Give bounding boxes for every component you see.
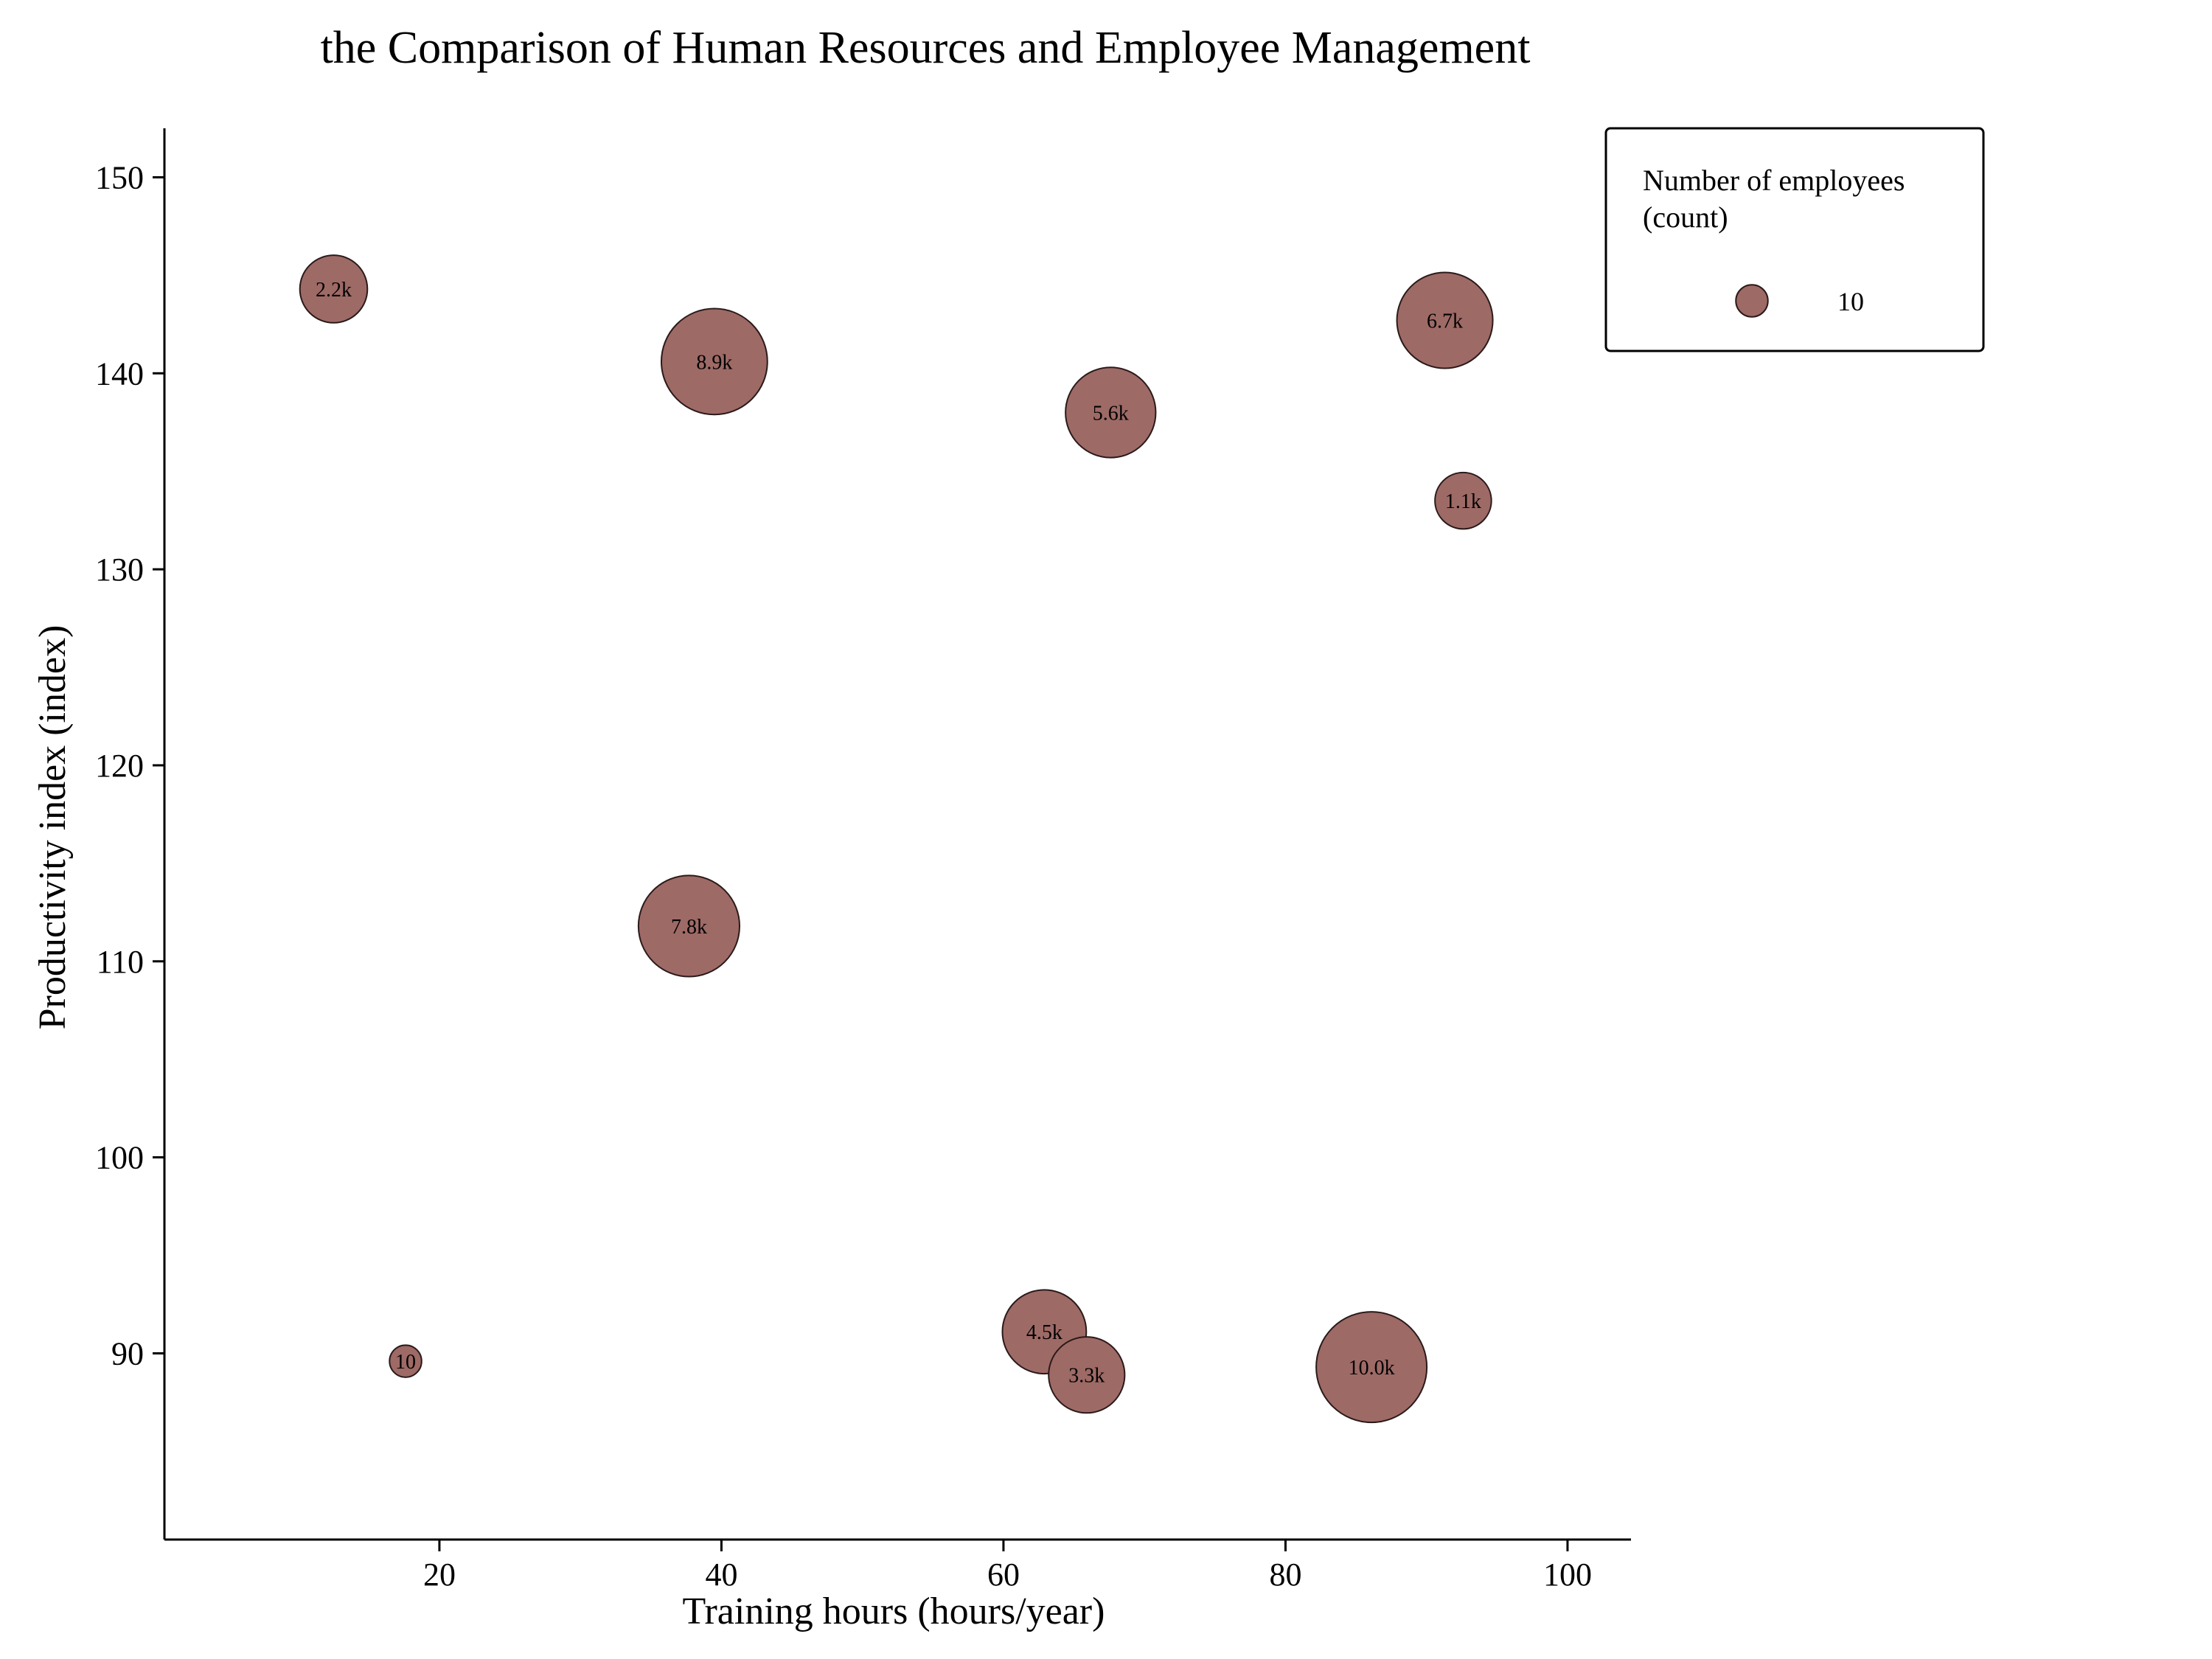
bubble-label: 2.2k bbox=[316, 279, 352, 302]
y-tick-label: 100 bbox=[95, 1140, 144, 1176]
y-axis-ticks: 90 100 110 120 130 140 150 bbox=[95, 159, 164, 1371]
bubble bbox=[1048, 1336, 1126, 1414]
legend-title: Number of employees (count) bbox=[1643, 164, 1905, 234]
bubble-label: 6.7k bbox=[1427, 310, 1463, 333]
bubble-label: 7.8k bbox=[671, 916, 707, 939]
bubble-label: 5.6k bbox=[1093, 402, 1129, 425]
bubble bbox=[299, 254, 369, 324]
x-tick-label: 60 bbox=[987, 1557, 1020, 1593]
legend-bubble bbox=[1735, 284, 1769, 318]
y-tick-label: 120 bbox=[95, 748, 144, 784]
plot-area: 2.2k 8.9k 5.6k 6.7k 1.1k 7.8k 10 4.5k 3.3k 10.0k bbox=[299, 254, 1494, 1424]
bubble bbox=[1065, 366, 1157, 459]
bubble-label: 8.9k bbox=[696, 351, 732, 374]
legend-entry-label: 10 bbox=[1837, 287, 1864, 316]
bubble bbox=[1315, 1311, 1428, 1424]
x-tick-label: 40 bbox=[705, 1557, 737, 1593]
bubble bbox=[1434, 471, 1492, 530]
x-axis-ticks: 20 40 60 80 100 bbox=[423, 1540, 1592, 1593]
bubble-label: 1.1k bbox=[1445, 490, 1481, 513]
bubble-label: 4.5k bbox=[1026, 1321, 1062, 1344]
bubble bbox=[637, 874, 741, 978]
chart-title: the Comparison of Human Resources and Em… bbox=[321, 23, 1531, 73]
y-tick-label: 150 bbox=[95, 159, 144, 195]
y-tick-label: 110 bbox=[97, 944, 144, 980]
bubble bbox=[389, 1344, 422, 1378]
y-tick-label: 140 bbox=[95, 355, 144, 392]
bubble-label: 10 bbox=[395, 1351, 416, 1374]
legend-entries: 10 bbox=[1735, 284, 1864, 318]
x-tick-label: 100 bbox=[1543, 1557, 1592, 1593]
bubble bbox=[1396, 271, 1494, 369]
y-tick-label: 90 bbox=[111, 1335, 144, 1371]
x-tick-label: 80 bbox=[1269, 1557, 1301, 1593]
x-tick-label: 20 bbox=[423, 1557, 456, 1593]
y-tick-label: 130 bbox=[95, 552, 144, 588]
x-axis-label: Training hours (hours/year) bbox=[683, 1590, 1105, 1632]
legend-frame bbox=[1604, 127, 1985, 352]
legend: Number of employees (count) 10 bbox=[1604, 127, 1985, 352]
bubble bbox=[660, 307, 768, 416]
y-axis-label: Productivity index (index) bbox=[32, 625, 74, 1030]
bubble-label: 10.0k bbox=[1349, 1357, 1395, 1380]
bubble-label: 3.3k bbox=[1068, 1365, 1105, 1388]
